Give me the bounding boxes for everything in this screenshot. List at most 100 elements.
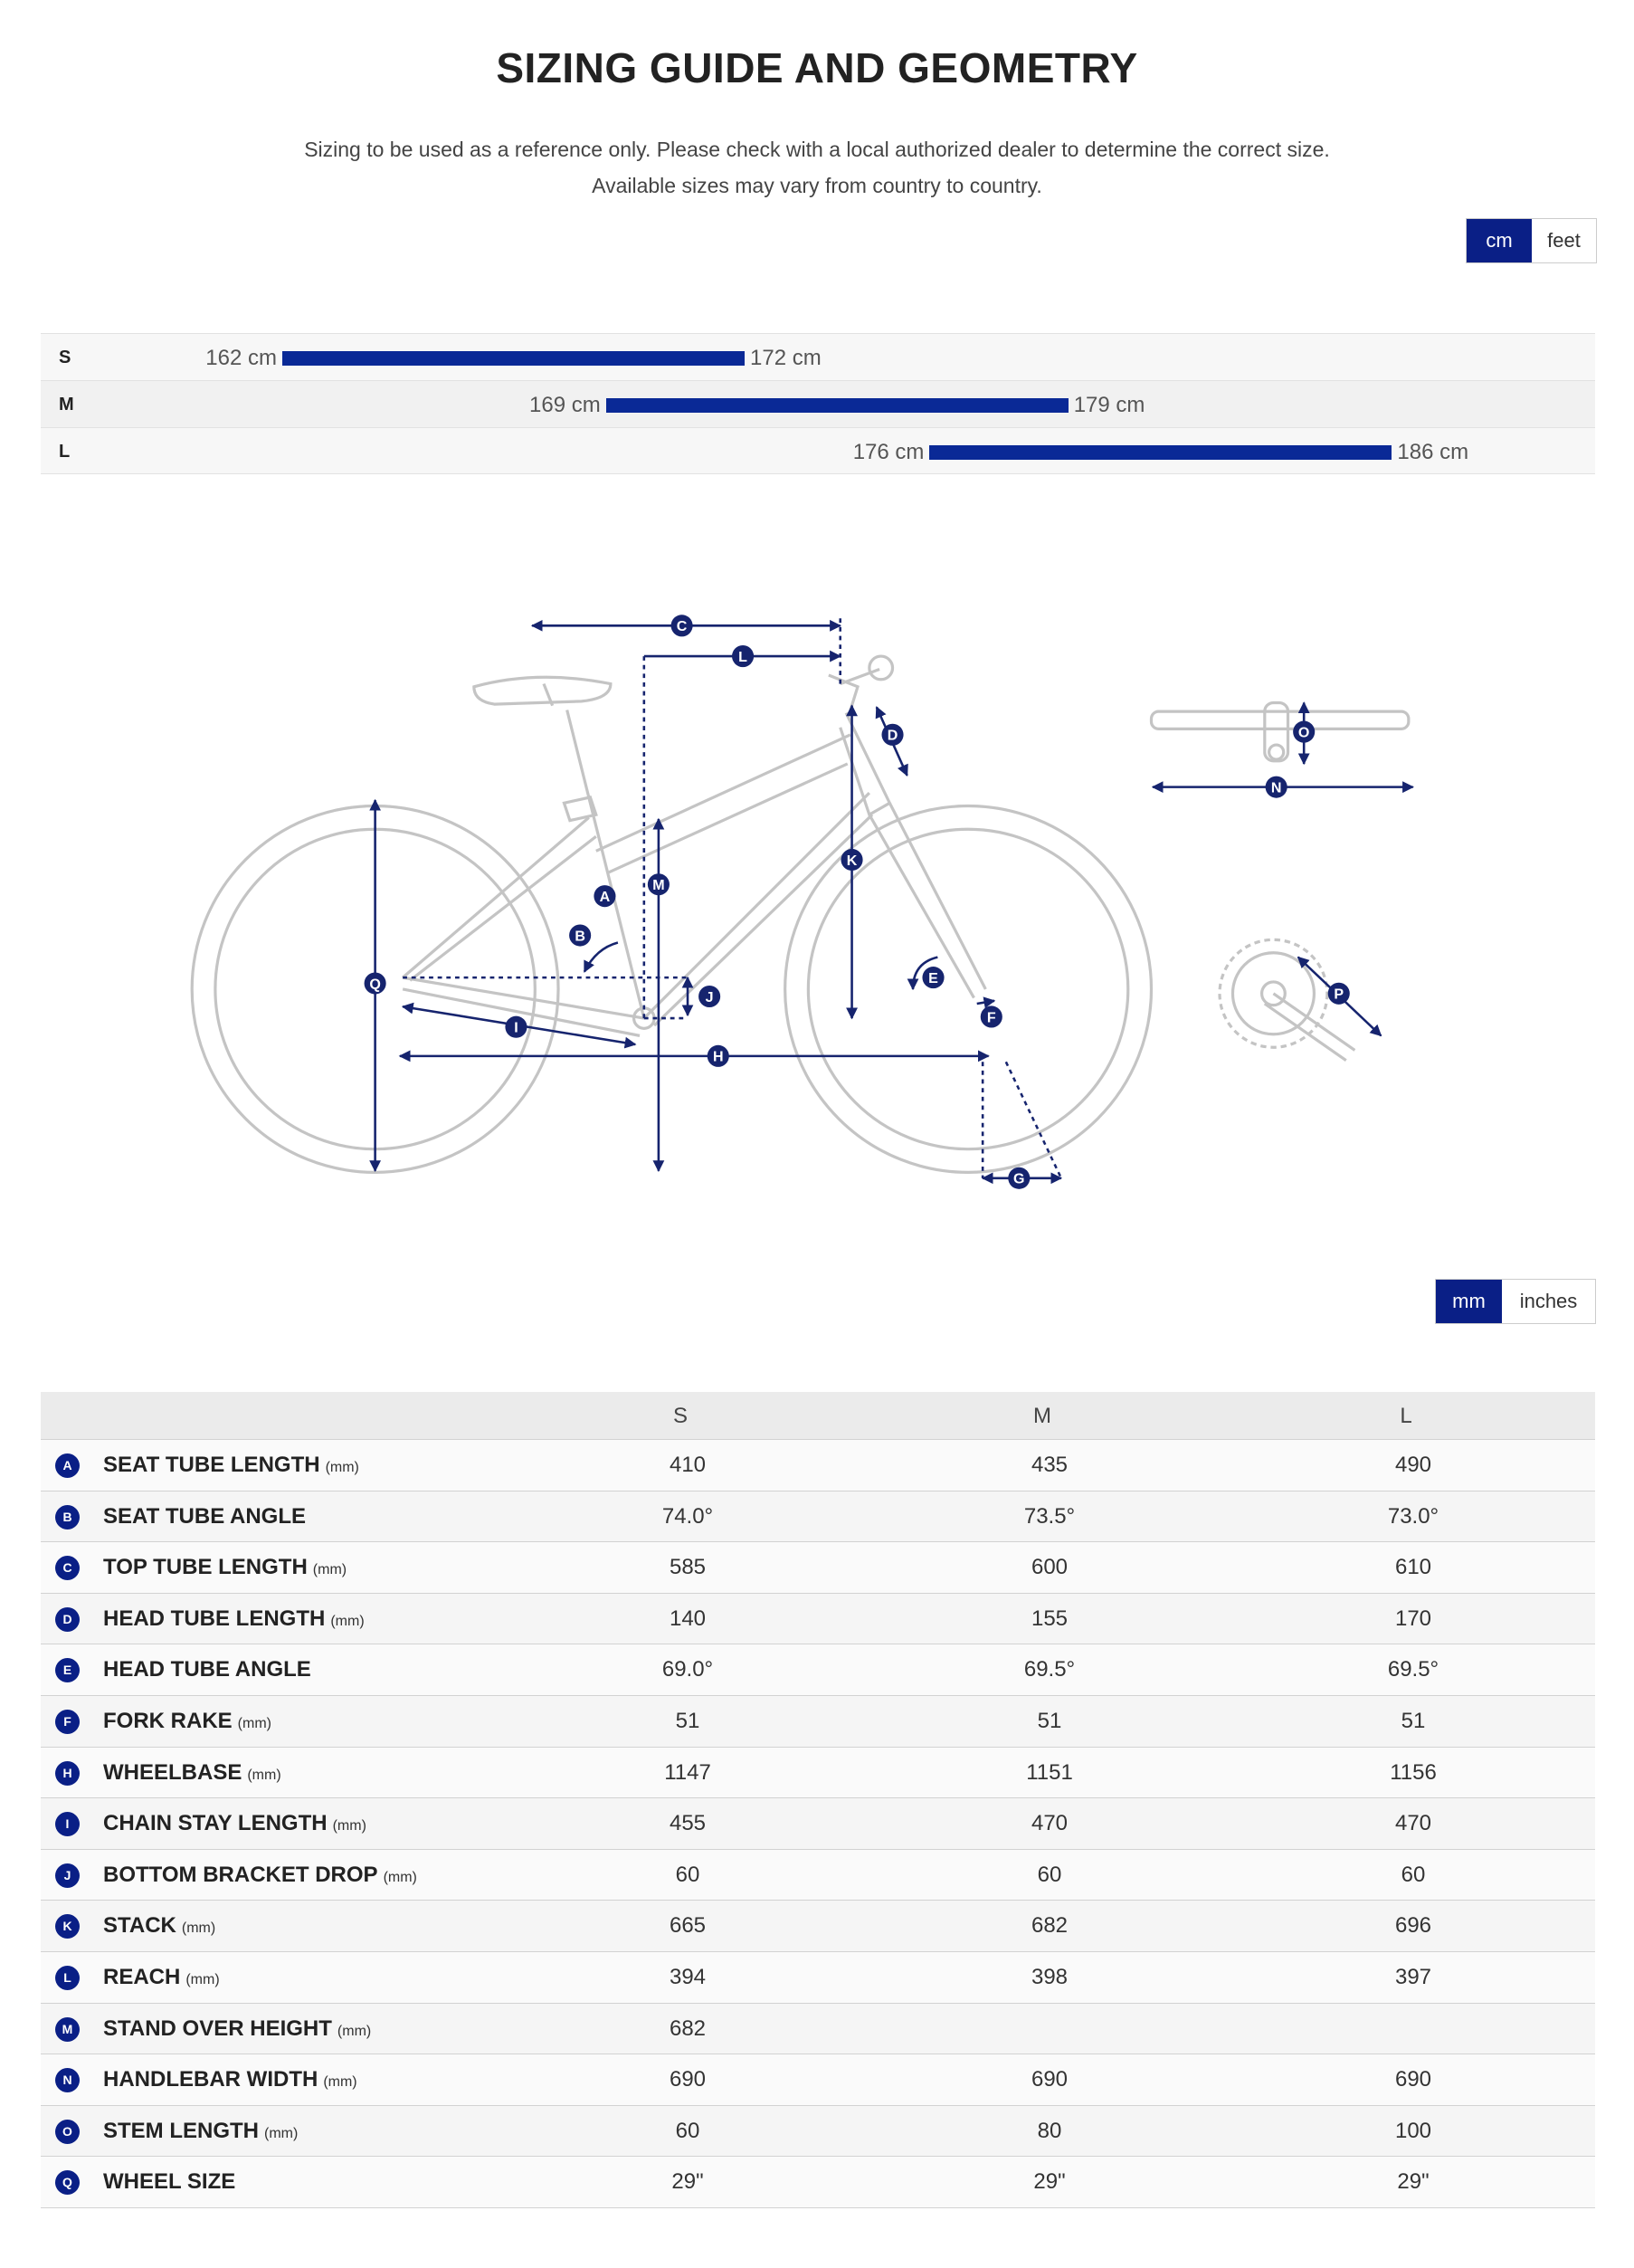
diagram-label: A [600, 889, 611, 905]
letter-badge: C [55, 1556, 80, 1581]
letter-badge: Q [55, 2170, 80, 2196]
letter-badge: B [55, 1504, 80, 1529]
table-cell: 80 [1037, 2118, 1062, 2143]
letter-badge: H [55, 1760, 80, 1786]
row-name: WHEEL SIZE [103, 2157, 235, 2207]
row-name-text: WHEEL SIZE [103, 2169, 236, 2195]
table-cell: 690 [669, 2067, 707, 2092]
table-row: B SEAT TUBE ANGLE 74.0° 73.5° 73.0° [41, 1491, 1595, 1543]
row-name-text: REACH [103, 1965, 181, 1989]
letter-badge: L [55, 1966, 80, 1990]
letter-badge: D [55, 1606, 80, 1632]
table-cell: 69.0° [661, 1657, 714, 1682]
table-cell: 1151 [1026, 1759, 1073, 1785]
row-unit: (mm) [330, 1613, 365, 1629]
table-cell: 410 [669, 1453, 707, 1477]
label-badge [594, 885, 616, 908]
row-name: CHAIN STAY LENGTH (mm) [103, 1798, 366, 1849]
label-badge [841, 848, 863, 872]
table-cell: 1156 [1390, 1759, 1437, 1785]
table-cell: 73.5° [1023, 1503, 1076, 1529]
max-height-label: 179 cm [1073, 393, 1145, 417]
min-height-label: 176 cm [852, 440, 925, 464]
diagram-label: L [738, 649, 747, 665]
diagram-label: F [987, 1009, 996, 1025]
row-name: SEAT TUBE ANGLE [103, 1491, 306, 1542]
table-cell: 60 [675, 1862, 700, 1887]
label-badge [1293, 720, 1316, 743]
column-header: M [1033, 1404, 1051, 1428]
table-cell: 51 [1037, 1709, 1062, 1733]
row-name-text: STEM LENGTH [103, 2118, 259, 2143]
table-cell: 60 [1037, 1862, 1062, 1887]
page-title: SIZING GUIDE AND GEOMETRY [496, 44, 1138, 91]
height-range-bar [282, 351, 745, 366]
diagram-label: Q [369, 976, 380, 992]
table-row: Q WHEEL SIZE 29" 29" 29" [41, 2157, 1595, 2208]
row-name: FORK RAKE (mm) [103, 1696, 271, 1747]
row-unit: (mm) [332, 1818, 366, 1834]
row-name-text: HEAD TUBE LENGTH [103, 1606, 326, 1631]
column-header: S [672, 1404, 688, 1428]
row-name-text: HEAD TUBE ANGLE [103, 1657, 311, 1682]
row-unit: (mm) [264, 2125, 299, 2141]
diagram-label: O [1298, 724, 1309, 740]
row-unit: (mm) [237, 1716, 271, 1731]
table-row: L REACH (mm) 394 398 397 [41, 1952, 1595, 2004]
subtitle: Available sizes may vary from country to… [592, 174, 1042, 197]
table-row: H WHEELBASE (mm) 1147 1151 1156 [41, 1747, 1595, 1799]
height-range-bar [605, 398, 1069, 413]
table-cell: 585 [669, 1555, 707, 1580]
table-cell: 74.0° [661, 1503, 714, 1529]
table-cell: 100 [1394, 2118, 1432, 2143]
min-height-label: 169 cm [529, 393, 601, 417]
height-range-bar [929, 445, 1392, 460]
unit-option[interactable]: feet [1532, 219, 1596, 262]
table-cell: 610 [1394, 1555, 1432, 1580]
unit-option[interactable]: cm [1467, 219, 1532, 262]
table-row: E HEAD TUBE ANGLE 69.0° 69.5° 69.5° [41, 1644, 1595, 1696]
table-cell: 470 [1031, 1811, 1069, 1836]
table-cell: 490 [1394, 1453, 1432, 1477]
label-badge [1327, 982, 1350, 1005]
letter-badge: J [55, 1863, 80, 1888]
size-row: S 162 cm 172 cm [41, 333, 1595, 380]
diagram-label: E [928, 970, 938, 986]
row-name-text: TOP TUBE LENGTH [103, 1555, 308, 1580]
table-cell: 60 [675, 2118, 700, 2143]
row-name: STACK (mm) [103, 1901, 215, 1951]
table-cell: 69.5° [1387, 1657, 1439, 1682]
label-badge [980, 1005, 1002, 1028]
row-name-text: SEAT TUBE ANGLE [103, 1503, 307, 1529]
table-cell: 51 [1401, 1709, 1426, 1733]
letter-badge: K [55, 1914, 80, 1939]
unit-toggle: mm inches [1435, 1279, 1596, 1324]
letter-badge: I [55, 1812, 80, 1837]
unit-option[interactable]: inches [1502, 1280, 1595, 1323]
table-row: K STACK (mm) 665 682 696 [41, 1901, 1595, 1952]
max-height-label: 172 cm [750, 346, 822, 370]
size-label: L [59, 442, 71, 462]
table-cell: 470 [1394, 1811, 1432, 1836]
unit-option[interactable]: mm [1436, 1280, 1502, 1323]
table-cell: 51 [675, 1709, 700, 1733]
diagram-label: B [575, 928, 585, 944]
table-cell: 600 [1031, 1555, 1069, 1580]
label-badge [732, 645, 755, 668]
row-name: HEAD TUBE ANGLE [103, 1644, 311, 1695]
table-cell: 60 [1401, 1862, 1426, 1887]
diagram-label: M [652, 877, 664, 893]
row-name-text: WHEELBASE [103, 1759, 242, 1785]
row-unit: (mm) [337, 2023, 372, 2039]
diagram-label: D [888, 728, 898, 744]
table-cell: 397 [1394, 1965, 1432, 1989]
row-name-text: HANDLEBAR WIDTH [103, 2067, 318, 2092]
row-name: STAND OVER HEIGHT (mm) [103, 2004, 371, 2054]
row-name-text: CHAIN STAY LENGTH [103, 1811, 328, 1836]
row-unit: (mm) [383, 1869, 417, 1885]
table-row: N HANDLEBAR WIDTH (mm) 690 690 690 [41, 2054, 1595, 2106]
table-cell: 435 [1031, 1453, 1069, 1477]
table-cell: 170 [1394, 1606, 1432, 1631]
unit-toggle: cm feet [1466, 218, 1597, 263]
